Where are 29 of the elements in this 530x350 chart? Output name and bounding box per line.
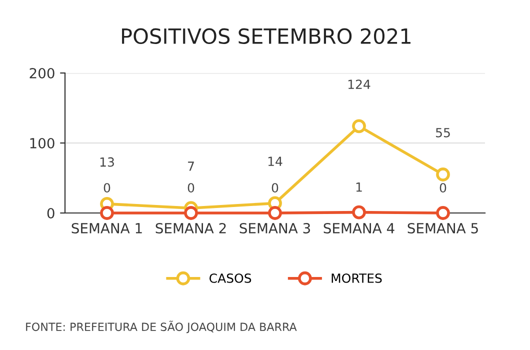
x-tick-label: SEMANA 1 (72, 222, 142, 234)
legend-label: MORTES (332, 273, 382, 283)
point (436, 168, 450, 182)
x-tick-label: SEMANA 5 (408, 222, 478, 234)
point (100, 206, 114, 220)
point (184, 206, 198, 220)
data-label: 0 (440, 183, 446, 193)
data-label: 7 (188, 162, 194, 171)
data-label: 13 (100, 157, 114, 167)
data-label: 0 (272, 183, 278, 193)
data-label: 14 (268, 156, 282, 166)
x-tick-label: SEMANA 3 (240, 222, 310, 234)
legend-label: CASOS (210, 273, 252, 283)
y-tick-label: 200 (30, 68, 54, 78)
point (352, 205, 366, 220)
data-label: 0 (104, 183, 110, 193)
x-tick-label: SEMANA 4 (324, 222, 394, 234)
point (436, 206, 450, 220)
data-label: 124 (348, 80, 370, 89)
x-tick-label: SEMANA 2 (156, 222, 226, 234)
chart-title: POSITIVOS SETEMBRO 2021 (122, 28, 410, 44)
data-label: 55 (436, 128, 450, 138)
point (352, 119, 366, 134)
y-tick-label: 100 (30, 138, 54, 148)
data-label: 1 (356, 182, 362, 192)
y-tick-label: 0 (47, 208, 54, 218)
point (268, 206, 282, 220)
source-note: FONTE: PREFEITURA DE SÃO JOAQUIM DA BARRA (26, 320, 297, 334)
data-label: 0 (188, 183, 194, 193)
